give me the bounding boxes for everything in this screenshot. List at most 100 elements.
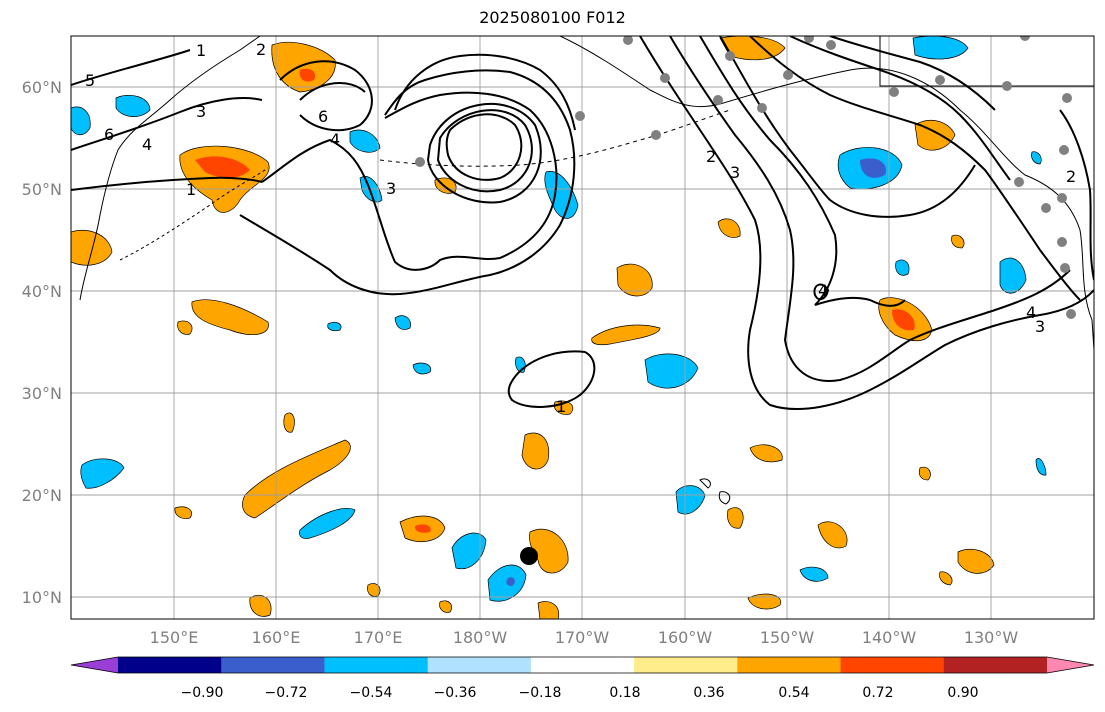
shade-blob: [174, 506, 192, 519]
shade-blob: [115, 95, 151, 117]
colorbar-segment: [634, 657, 738, 673]
contour-label: 2: [1066, 167, 1076, 186]
shade-blob: [918, 466, 931, 481]
colorbar-tick-label: 0.36: [693, 685, 724, 701]
shade-blob: [675, 485, 706, 515]
shade-blob: [529, 528, 569, 574]
contour-line: [279, 60, 373, 132]
contour-line: [71, 97, 263, 151]
colorbar-tick-label: 0.18: [609, 685, 640, 701]
station-dot: [935, 75, 945, 85]
colorbar-tick-label: −0.54: [350, 685, 393, 701]
shade-blob: [799, 566, 829, 582]
shade-blob: [999, 257, 1027, 294]
shade-blob: [414, 524, 431, 533]
station-dot: [713, 95, 723, 105]
shade-blob: [939, 571, 953, 586]
station-dot: [826, 40, 836, 50]
contour-line: [789, 36, 1011, 181]
station-dot: [1057, 237, 1067, 247]
contour-line: [699, 36, 906, 307]
shade-blob: [717, 218, 741, 238]
colorbar-tick-label: 0.72: [862, 685, 893, 701]
lat-axis: 60°N 50°N 40°N 30°N 20°N 10°N: [22, 78, 62, 607]
shade-blob: [71, 229, 113, 266]
contour-label: 3: [386, 179, 396, 198]
coastline-hawaii: [699, 478, 731, 505]
contour-label: 2: [256, 40, 266, 59]
shade-blob: [439, 600, 453, 613]
contour-line: [436, 109, 533, 193]
shade-blob: [749, 444, 783, 463]
colorbar-segment: [530, 657, 635, 673]
contour-line: [261, 91, 558, 271]
lat-label: 50°N: [22, 180, 62, 199]
shade-blob: [1035, 458, 1047, 476]
contour-label: 3: [730, 163, 740, 182]
colorbar-segment: [840, 657, 945, 673]
contour-label: 4: [330, 130, 340, 149]
shade-blob: [191, 299, 269, 336]
shade-blob: [394, 315, 411, 330]
shade-blob: [591, 324, 661, 346]
station-dot: [1020, 36, 1030, 41]
station-markers: [415, 36, 1076, 319]
shade-blob: [299, 508, 356, 539]
shade-blob: [521, 432, 550, 470]
contour-label: 4: [142, 135, 152, 154]
colorbar-tick-label: −0.72: [265, 685, 308, 701]
lat-label: 10°N: [22, 588, 62, 607]
contour-line: [299, 81, 366, 101]
colorbar-tick-label: −0.90: [181, 685, 224, 701]
station-dot: [783, 70, 793, 80]
shade-blob: [80, 458, 125, 489]
shade-blob: [242, 439, 351, 519]
lon-label: 170°E: [354, 628, 403, 647]
colorbar-extend-low: [71, 657, 118, 673]
colorbar-extend-high: [1047, 657, 1094, 673]
lon-label: 150°E: [150, 628, 199, 647]
contour-label: 1: [196, 41, 206, 60]
station-dot: [804, 36, 814, 43]
contour-label: 6: [104, 125, 114, 144]
shade-blob: [327, 322, 342, 332]
shade-blob: [951, 234, 965, 249]
shade-blob: [71, 106, 91, 136]
station-dot: [415, 157, 425, 167]
contour-line: [829, 36, 996, 111]
contour-line: [71, 176, 263, 191]
map-title: 2025080100 F012: [479, 8, 626, 27]
contour-label: 2: [706, 147, 716, 166]
contour-line: [749, 36, 1081, 301]
shade-blob: [860, 158, 886, 178]
contour-label: 1: [186, 180, 196, 199]
colorbar-segment: [221, 657, 325, 673]
shade-blob: [283, 412, 295, 433]
contour-label: 4: [1026, 303, 1036, 322]
shade-blob: [957, 548, 995, 574]
station-dot: [757, 103, 767, 113]
contour-line: [239, 69, 576, 296]
lat-label: 30°N: [22, 384, 62, 403]
contour-labels: 1 2 3 4 5 6 1 1 2 3 4 6 4 3 2 4 3: [85, 40, 1076, 416]
lon-label: 160°W: [658, 628, 713, 647]
coastline-alaska-north: [879, 36, 1094, 87]
shade-blob: [747, 593, 782, 610]
lon-label: 150°W: [760, 628, 815, 647]
station-dot: [1041, 203, 1051, 213]
colorbar-segment: [737, 657, 842, 673]
lat-label: 40°N: [22, 282, 62, 301]
lat-label: 60°N: [22, 78, 62, 97]
shade-blob: [817, 521, 848, 549]
station-dot: [1066, 309, 1076, 319]
colorbar-segment: [324, 657, 429, 673]
shade-blob: [299, 68, 316, 82]
contour-label: 5: [85, 71, 95, 90]
shade-blob: [895, 259, 910, 276]
colorbar: [70, 656, 1095, 674]
colorbar-ticks: −0.90 −0.72 −0.54 −0.36 −0.18 0.18 0.36 …: [181, 685, 979, 701]
lon-label: 130°W: [964, 628, 1019, 647]
colorbar-tick-label: 0.54: [778, 685, 809, 701]
plot-frame: [70, 35, 1095, 620]
